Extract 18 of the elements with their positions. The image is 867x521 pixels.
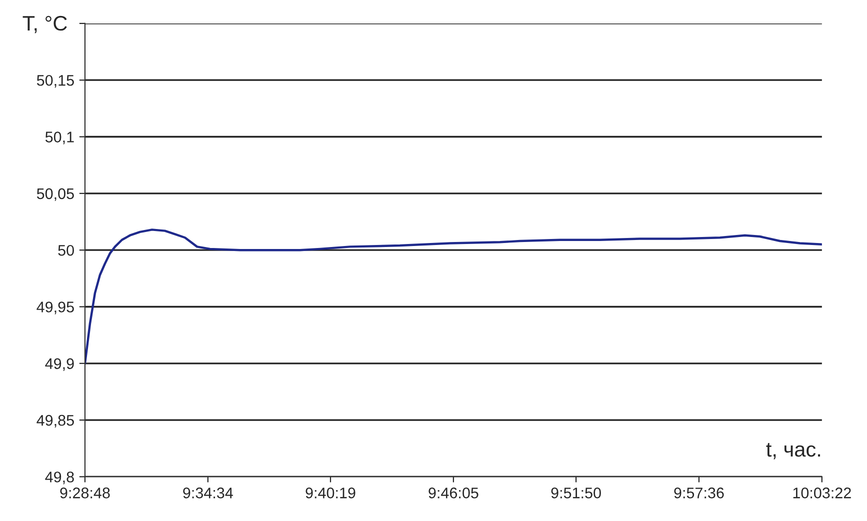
y-tick-label: 50,15 bbox=[36, 74, 74, 88]
x-tick-label: 9:28:48 bbox=[60, 488, 110, 498]
y-tick-label: 49,95 bbox=[36, 302, 74, 314]
y-tick-label: 50,1 bbox=[45, 132, 74, 144]
x-tick-label: 9:51:50 bbox=[551, 488, 601, 498]
x-tick-label: 9:46:05 bbox=[428, 488, 478, 498]
x-tick-label: 9:34:34 bbox=[183, 488, 233, 498]
y-tick-label: 50 bbox=[58, 244, 74, 256]
x-tick-label: 9:40:19 bbox=[306, 488, 356, 498]
x-axis-title: t, час. bbox=[766, 443, 820, 460]
line-series bbox=[84, 228, 822, 365]
y-axis-title: T, °C bbox=[22, 16, 67, 34]
x-tick-label: 10:03:22 bbox=[793, 488, 851, 498]
y-tick-label: 50,05 bbox=[36, 188, 74, 201]
y-tick-label: 49,8 bbox=[45, 472, 74, 484]
y-tick-label: 49,85 bbox=[36, 414, 74, 428]
y-tick-label: 49,9 bbox=[45, 358, 74, 371]
x-tick-label: 9:57:36 bbox=[674, 488, 724, 498]
